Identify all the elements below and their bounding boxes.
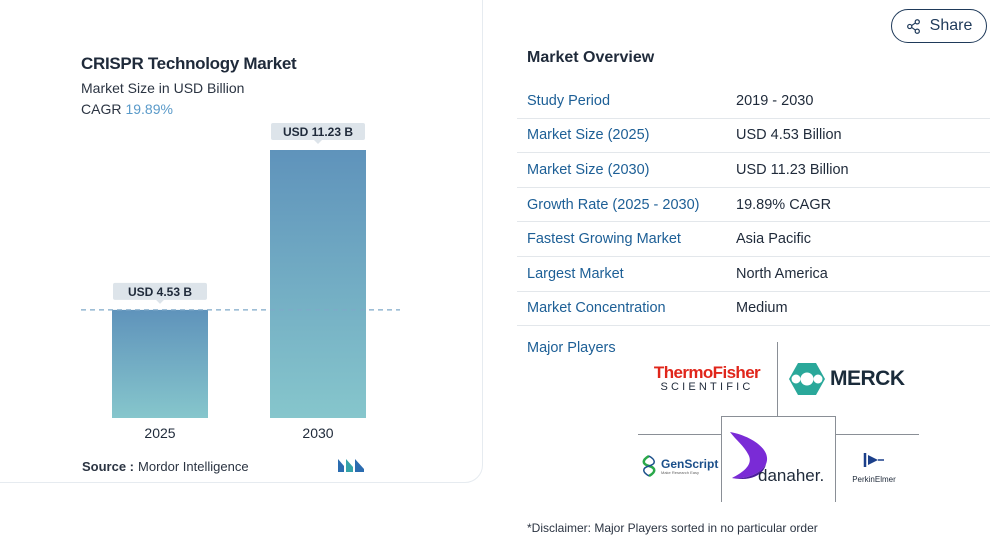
grid-divider	[835, 416, 836, 502]
source-label: Source :	[82, 459, 135, 474]
merck-emblem-icon	[789, 363, 825, 395]
x-tick-label: 2025	[144, 425, 175, 441]
merck-wordmark: MERCK	[830, 367, 905, 390]
overview-key[interactable]: Market Size (2030)	[527, 161, 650, 178]
chart-title: CRISPR Technology Market	[81, 54, 297, 73]
genscript-logo[interactable]: GenScript Make Research Easy	[640, 455, 718, 477]
perkinelmer-mark-icon	[863, 453, 884, 467]
data-label: USD 11.23 B	[283, 125, 353, 139]
overview-value: USD 4.53 Billion	[736, 127, 842, 144]
share-icon	[906, 18, 920, 34]
data-label: USD 4.53 B	[128, 285, 192, 299]
genscript-tagline: Make Research Easy	[661, 469, 700, 475]
bar-2025[interactable]	[112, 309, 208, 418]
overview-table: Study Period 2019 - 2030 Market Size (20…	[517, 84, 990, 327]
merck-logo[interactable]: MERCK	[788, 362, 905, 396]
genscript-helix-icon	[642, 455, 656, 477]
overview-row: Study Period 2019 - 2030	[517, 84, 990, 119]
thermofisher-logo[interactable]: ThermoFisher SCIENTIFIC	[645, 364, 769, 394]
data-label-pointer	[314, 140, 322, 144]
danaher-wordmark: danaher.	[758, 466, 825, 485]
cagr-line: CAGR 19.89%	[81, 101, 173, 117]
chart-card	[0, 0, 483, 483]
overview-title: Market Overview	[527, 49, 655, 66]
grid-divider	[835, 434, 919, 435]
overview-row: Market Size (2030) USD 11.23 Billion	[517, 153, 990, 188]
overview-value: Medium	[736, 300, 788, 317]
genscript-wordmark: GenScript	[661, 456, 719, 471]
grid-divider	[721, 416, 722, 502]
cagr-value: 19.89%	[125, 101, 173, 117]
overview-row: Fastest Growing Market Asia Pacific	[517, 222, 990, 257]
overview-value: 19.89% CAGR	[736, 196, 832, 213]
grid-divider	[638, 434, 722, 435]
overview-row: Market Size (2025) USD 4.53 Billion	[517, 119, 990, 154]
data-label-pointer	[156, 299, 164, 304]
overview-value: Asia Pacific	[736, 231, 811, 248]
perkinelmer-logo[interactable]: PerkinElmer	[843, 452, 905, 484]
x-tick-label: 2030	[302, 425, 333, 441]
share-button[interactable]: Share	[891, 9, 987, 43]
perkinelmer-wordmark: PerkinElmer	[852, 475, 896, 484]
chart-subtitle: Market Size in USD Billion	[81, 80, 245, 96]
thermo-wordmark: ThermoFisher	[653, 363, 761, 382]
overview-row: Market Concentration Medium	[517, 292, 990, 327]
data-label-bg	[271, 123, 365, 140]
disclaimer-text: *Disclaimer: Major Players sorted in no …	[527, 521, 818, 535]
overview-key[interactable]: Largest Market	[527, 265, 624, 282]
bar-chart: USD 4.53 B 2025 USD 11.23 B 2030	[81, 123, 400, 441]
source-value: Mordor Intelligence	[138, 459, 249, 474]
grid-divider	[777, 342, 778, 416]
cagr-label: CAGR	[81, 101, 122, 117]
overview-key[interactable]: Growth Rate (2025 - 2030)	[527, 196, 700, 213]
overview-value: 2019 - 2030	[736, 92, 814, 109]
overview-row: Growth Rate (2025 - 2030) 19.89% CAGR	[517, 188, 990, 223]
danaher-emblem-icon	[730, 432, 768, 480]
major-players-label[interactable]: Major Players	[527, 340, 616, 356]
data-label-bg	[113, 282, 207, 300]
overview-key[interactable]: Market Size (2025)	[527, 127, 650, 144]
overview-key[interactable]: Market Concentration	[527, 300, 666, 317]
overview-value: USD 11.23 Billion	[736, 161, 849, 178]
danaher-logo[interactable]: danaher.	[726, 430, 832, 494]
share-label: Share	[929, 17, 973, 34]
overview-row: Largest Market North America	[517, 257, 990, 292]
thermo-subline: SCIENTIFIC	[660, 381, 754, 393]
overview-key[interactable]: Fastest Growing Market	[527, 231, 681, 248]
overview-value: North America	[736, 265, 828, 282]
mordor-logo-icon	[338, 459, 364, 472]
grid-divider	[721, 416, 836, 417]
source-line: Source : Mordor Intelligence	[82, 459, 249, 474]
bar-2030[interactable]	[270, 150, 366, 418]
overview-key[interactable]: Study Period	[527, 92, 611, 109]
